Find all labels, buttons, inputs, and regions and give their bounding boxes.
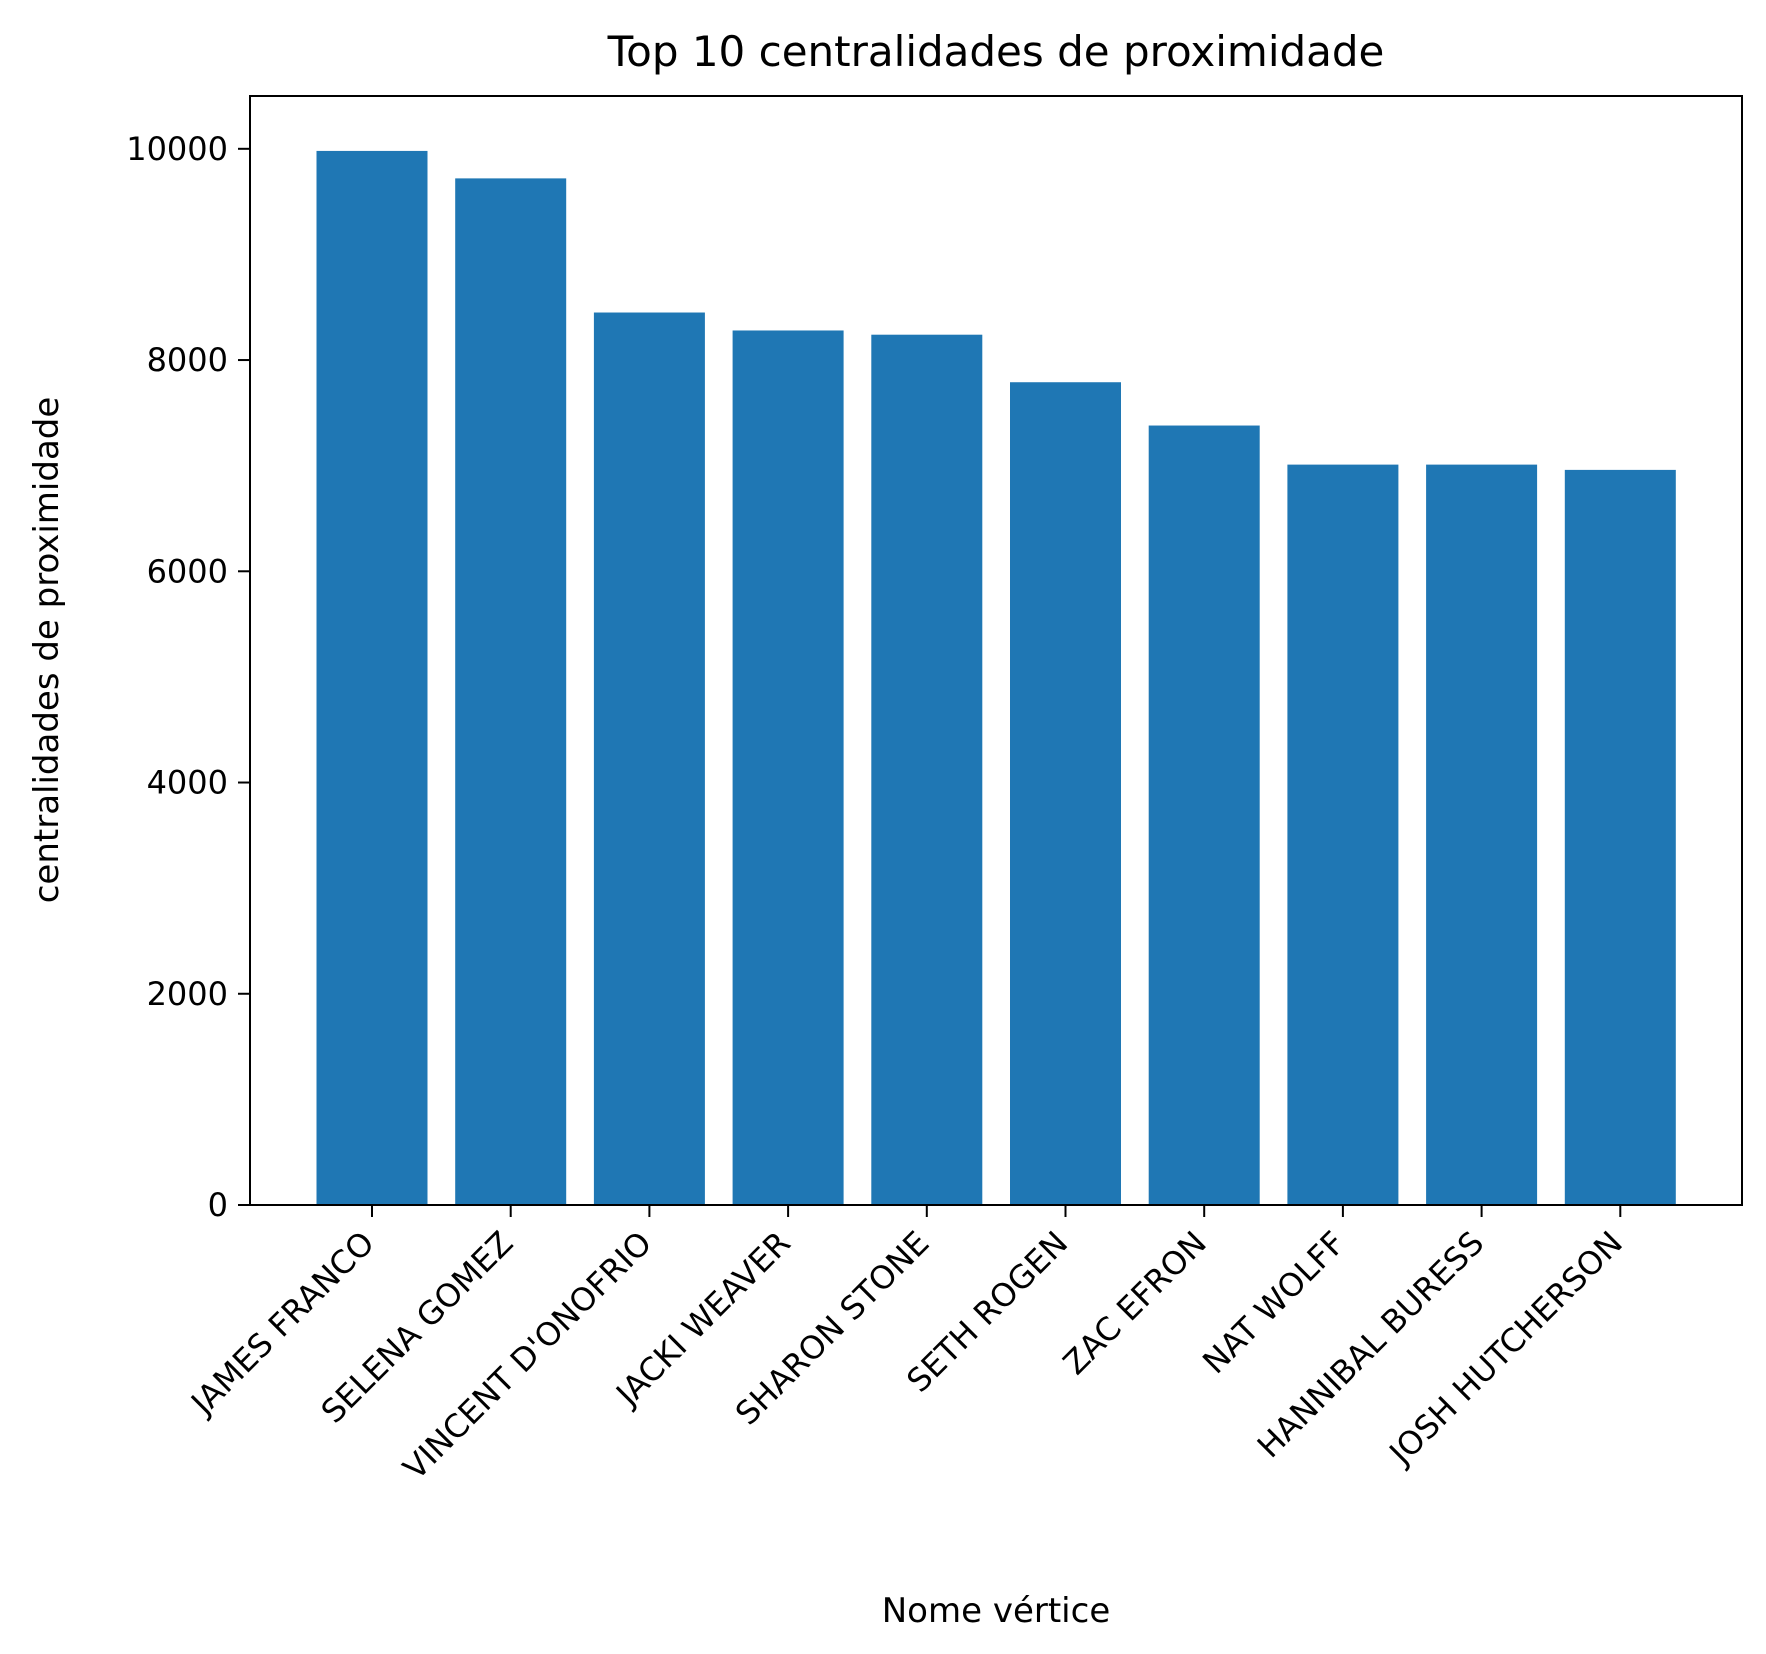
y-axis: 0 2000 4000 6000 8000 10000 [126, 130, 250, 1224]
y-tick-label-3: 6000 [147, 552, 228, 590]
bars-group [316, 150, 1676, 1206]
x-tick-label-8: HANNIBAL BURESS [1250, 1224, 1492, 1466]
x-tick-label-2: VINCENT D'ONOFRIO [396, 1224, 659, 1487]
y-tick-label-1: 2000 [147, 975, 228, 1013]
y-tick-label-4: 8000 [147, 341, 228, 379]
x-tick-label-6: ZAC EFRON [1056, 1224, 1214, 1382]
x-tick-label-9: JOSH HUTCHERSON [1381, 1224, 1630, 1473]
bar-5 [1010, 382, 1121, 1205]
bar-2 [593, 312, 705, 1205]
chart-title: Top 10 centralidades de proximidade [607, 27, 1385, 76]
bar-9 [1564, 469, 1676, 1205]
bar-3 [732, 330, 844, 1206]
x-tick-label-7: NAT WOLFF [1195, 1224, 1352, 1381]
plot-frame [249, 95, 1743, 1206]
bar-8 [1426, 464, 1538, 1205]
x-axis-label: Nome vértice [882, 1591, 1111, 1631]
y-tick-label-2: 4000 [147, 764, 228, 802]
bar-6 [1148, 425, 1260, 1205]
y-tick-label-0: 0 [208, 1186, 228, 1224]
bar-0 [316, 150, 428, 1206]
bar-7 [1287, 464, 1399, 1205]
bar-1 [455, 178, 567, 1206]
y-tick-label-5: 10000 [126, 130, 228, 168]
y-axis-label: centralidades de proximidade [27, 397, 67, 904]
bar-4 [871, 334, 983, 1205]
